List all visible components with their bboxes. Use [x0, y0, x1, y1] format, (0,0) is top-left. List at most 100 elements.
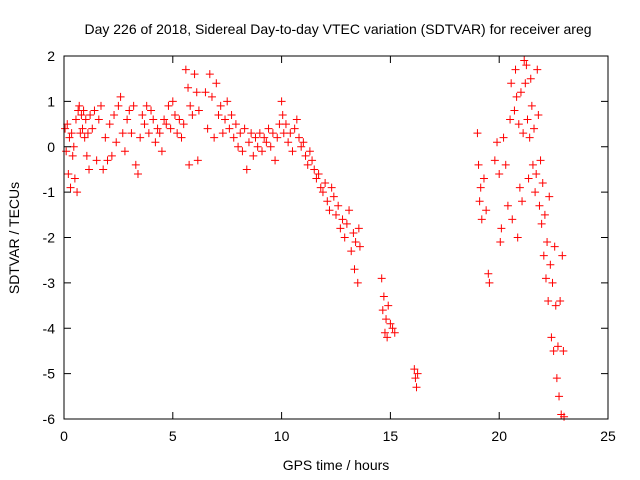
data-point: [164, 101, 173, 110]
data-point: [537, 219, 546, 228]
data-point: [149, 115, 158, 124]
data-point: [61, 124, 70, 133]
data-point: [225, 124, 234, 133]
data-point: [382, 315, 391, 324]
x-tick-label: 0: [60, 428, 68, 444]
data-point: [490, 156, 499, 165]
data-point: [353, 278, 362, 287]
data-point: [75, 101, 84, 110]
data-point: [497, 224, 506, 233]
data-point: [112, 138, 121, 147]
data-point: [288, 147, 297, 156]
data-point: [378, 306, 387, 315]
data-point: [530, 124, 539, 133]
data-point: [347, 247, 356, 256]
data-point: [548, 278, 557, 287]
data-point: [559, 346, 568, 355]
data-point: [523, 115, 532, 124]
y-tick-label: 0: [47, 139, 55, 155]
y-tick-label: -1: [43, 184, 56, 200]
data-point: [551, 301, 560, 310]
data-point: [350, 265, 359, 274]
data-point: [193, 156, 202, 165]
data-point: [273, 133, 282, 142]
data-point: [547, 333, 556, 342]
y-axis: -6 -5 -4 -3 -2 -1 0 1 2: [43, 48, 608, 427]
data-point: [177, 133, 186, 142]
data-point: [86, 110, 95, 119]
data-point: [474, 160, 483, 169]
data-point: [227, 110, 236, 119]
data-point: [192, 88, 201, 97]
data-point: [501, 160, 510, 169]
data-point: [510, 106, 519, 115]
data-point: [546, 260, 555, 269]
data-point: [303, 160, 312, 169]
data-point: [186, 101, 195, 110]
x-tick-label: 5: [169, 428, 177, 444]
data-point: [210, 133, 219, 142]
data-point: [236, 129, 245, 138]
data-point: [125, 106, 134, 115]
x-axis: 0 5 10 15 20 25: [60, 56, 616, 444]
data-point: [168, 97, 177, 106]
data-point: [340, 233, 349, 242]
data-point: [323, 197, 332, 206]
data-point: [325, 206, 334, 215]
data-point: [138, 110, 147, 119]
data-point: [67, 129, 76, 138]
data-point: [342, 219, 351, 228]
data-point: [162, 120, 171, 129]
data-point: [81, 115, 90, 124]
data-point: [290, 124, 299, 133]
data-point: [534, 110, 543, 119]
data-point: [240, 124, 249, 133]
data-point: [136, 133, 145, 142]
data-point: [386, 319, 395, 328]
data-point: [305, 147, 314, 156]
data-point: [351, 238, 360, 247]
data-point: [69, 142, 78, 151]
data-point: [179, 120, 188, 129]
data-point: [531, 188, 540, 197]
data-point: [518, 197, 527, 206]
data-point: [507, 79, 516, 88]
data-point: [260, 133, 269, 142]
data-point: [78, 124, 87, 133]
data-point: [512, 92, 521, 101]
data-point: [203, 124, 212, 133]
data-point: [147, 106, 156, 115]
data-point: [175, 115, 184, 124]
data-point: [82, 151, 91, 160]
x-tick-label: 20: [491, 428, 507, 444]
data-point: [520, 56, 529, 65]
y-tick-label: 2: [47, 48, 55, 64]
data-point: [251, 133, 260, 142]
data-point: [556, 297, 565, 306]
data-point: [160, 115, 169, 124]
data-point: [205, 70, 214, 79]
data-point: [255, 129, 264, 138]
data-point: [212, 79, 221, 88]
data-point: [475, 197, 484, 206]
data-point: [334, 201, 343, 210]
data-point: [277, 97, 286, 106]
data-point: [123, 115, 132, 124]
data-point: [71, 115, 80, 124]
data-point: [153, 124, 162, 133]
data-point: [412, 383, 421, 392]
data-point: [476, 183, 485, 192]
data-point: [484, 269, 493, 278]
data-point: [127, 129, 136, 138]
data-point: [553, 342, 562, 351]
data-point: [312, 174, 321, 183]
data-point: [473, 129, 482, 138]
data-point: [244, 138, 253, 147]
data-point: [140, 120, 149, 129]
data-point: [383, 333, 392, 342]
data-point: [413, 369, 422, 378]
data-point: [266, 142, 275, 151]
data-point: [92, 156, 101, 165]
data-point: [231, 120, 240, 129]
